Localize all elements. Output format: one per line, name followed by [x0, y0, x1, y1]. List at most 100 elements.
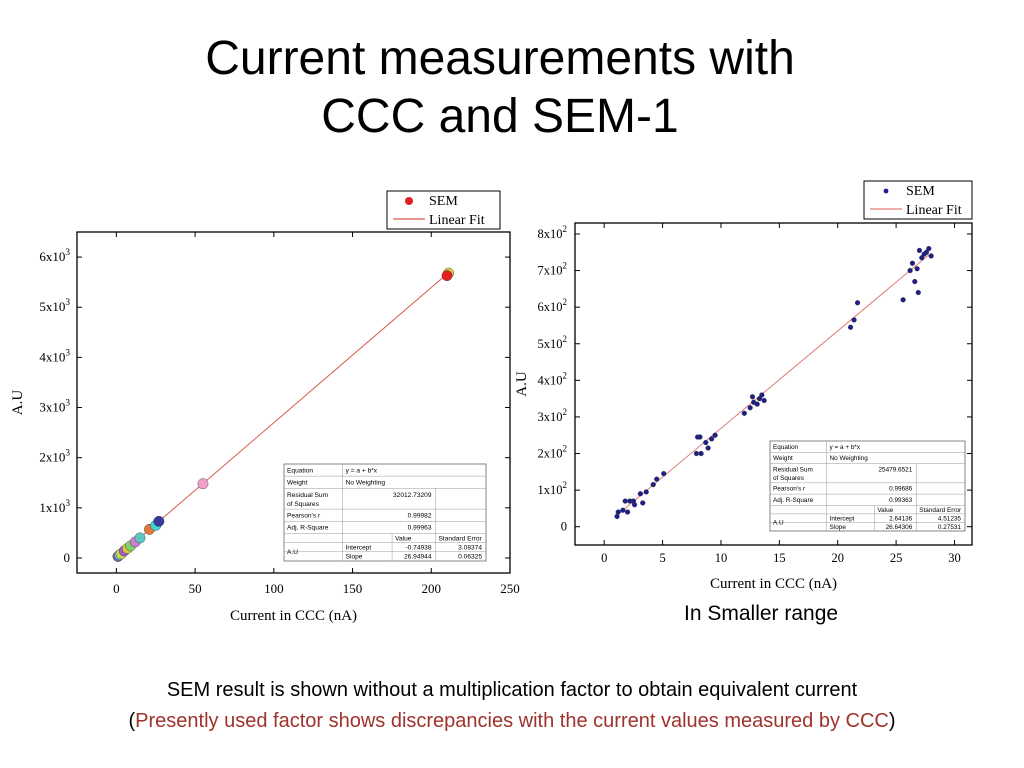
fit-table-value: No Weighting	[830, 455, 869, 462]
fit-table-frame	[769, 440, 966, 532]
y-tick-label: 3x102	[538, 407, 568, 424]
plot-frame	[76, 231, 511, 574]
footnote-line-2: (Presently used factor shows discrepanci…	[0, 706, 1024, 737]
data-point	[703, 439, 709, 446]
plot-frame	[574, 222, 973, 546]
fit-table-key: Residual Sum	[287, 492, 329, 499]
fit-table-param-name: Intercept	[830, 515, 855, 522]
data-point	[756, 396, 763, 402]
data-point	[907, 267, 913, 274]
y-tick-label: 2x102	[538, 444, 568, 461]
data-point	[693, 450, 700, 457]
title-line-2: CCC and SEM-1	[321, 90, 679, 143]
fit-table-key: Equation	[773, 444, 799, 451]
legend-marker-sem	[883, 188, 889, 194]
legend-box	[386, 190, 501, 230]
y-tick-label: 1x103	[39, 499, 70, 515]
fit-table-param-value: 26.64306	[886, 524, 913, 531]
fit-table-param-label: A.U	[773, 520, 784, 527]
data-point	[712, 432, 718, 438]
fit-table-key: Equation	[287, 467, 313, 474]
fit-table-value: y = a + b*x	[346, 467, 378, 474]
fit-table-col-error: Standard Error	[919, 507, 962, 514]
data-point	[197, 478, 209, 490]
data-point	[650, 482, 656, 488]
fit-table-value: y = a + b*x	[830, 444, 861, 451]
data-point	[851, 317, 857, 323]
data-point	[854, 300, 861, 306]
data-point	[643, 489, 649, 495]
fit-table-key: Pearson's r	[773, 486, 806, 493]
fit-table-value: No Weighting	[346, 479, 386, 486]
footnote-highlight: Presently used factor shows discrepancie…	[135, 710, 889, 732]
data-point	[912, 278, 918, 285]
x-tick-label: 100	[264, 581, 284, 596]
fit-table-param-label: A.U	[287, 549, 298, 556]
x-tick-label: 10	[715, 551, 728, 565]
y-tick-label: 0	[561, 520, 567, 534]
fit-table-value: 0.99963	[408, 525, 432, 532]
y-tick-label: 6x102	[538, 297, 568, 314]
data-point	[615, 509, 621, 515]
x-tick-label: 15	[773, 551, 786, 565]
footnote-line-1: SEM result is shown without a multiplica…	[166, 679, 858, 701]
data-point	[759, 392, 765, 398]
chart-2-root: 0 5 10 15 20 25 30 0 1x102 2x102 3x102 4x102 5x102 6x…	[514, 180, 973, 592]
fit-table-key: of Squares	[287, 501, 320, 508]
y-tick-label: 4x103	[39, 348, 70, 364]
y-tick-label: 1x102	[538, 480, 568, 497]
legend-label-fit: Linear Fit	[906, 203, 962, 218]
fit-table-key: Weight	[773, 455, 793, 462]
data-point	[654, 476, 660, 482]
fit-table-param-error: 0.27531	[938, 524, 962, 531]
data-point	[749, 394, 756, 400]
chart-1-root: 0 50 100 150 200 250 0 1x103 2x103 3x103 4x103 5x10…	[10, 190, 520, 624]
legend-label-fit: Linear Fit	[429, 213, 485, 228]
data-point	[622, 498, 628, 504]
x-axis-label: Current in CCC (nA)	[710, 576, 837, 592]
data-point	[614, 513, 620, 520]
data-point	[661, 471, 667, 477]
data-point	[915, 289, 921, 296]
x-tick-label: 150	[343, 581, 363, 596]
title-line-1: Current measurements with	[205, 32, 795, 85]
y-tick-label: 7x102	[538, 261, 568, 278]
fit-table-param-error: 0.06325	[458, 554, 482, 561]
y-tick-label: 2x103	[39, 449, 70, 465]
legend-box	[863, 180, 973, 220]
fit-table-param-value: 2.64136	[889, 515, 913, 522]
data-point	[709, 436, 715, 442]
data-point	[919, 255, 925, 261]
data-point	[698, 450, 704, 457]
data-point	[441, 270, 453, 282]
fit-table-param-name: Slope	[830, 524, 847, 531]
x-tick-label: 200	[422, 581, 442, 596]
data-point	[916, 247, 923, 254]
data-point	[847, 324, 854, 330]
fit-table-key: Weight	[287, 479, 308, 486]
footnote-open-paren: (	[128, 710, 136, 732]
data-point	[153, 515, 165, 527]
fit-table: Equation y = a + b*x Weight No Weighting Res…	[769, 440, 966, 532]
x-tick-label: 25	[890, 551, 903, 565]
footnote-close-paren: )	[888, 710, 896, 732]
data-point	[926, 246, 932, 252]
fit-table-key: of Squares	[773, 475, 804, 482]
legend-label-sem: SEM	[906, 184, 935, 199]
fit-table-value: 32012.73209	[393, 492, 432, 499]
fit-table-col-error: Standard Error	[439, 535, 483, 542]
fit-table-param-error: 4.51235	[938, 515, 962, 522]
data-point	[620, 507, 626, 513]
data-point	[697, 434, 703, 440]
x-tick-label: 0	[113, 581, 120, 596]
fit-table-key: Adj. R-Square	[287, 525, 329, 532]
y-tick-label: 3x103	[39, 399, 70, 415]
fit-table-param-name: Intercept	[346, 544, 372, 551]
fit-table-param-error: 3.08374	[458, 544, 482, 551]
range-caption: In Smaller range	[684, 602, 839, 625]
data-point	[640, 500, 646, 506]
fit-table-value: 0.99363	[889, 497, 913, 504]
data-point	[928, 253, 934, 259]
